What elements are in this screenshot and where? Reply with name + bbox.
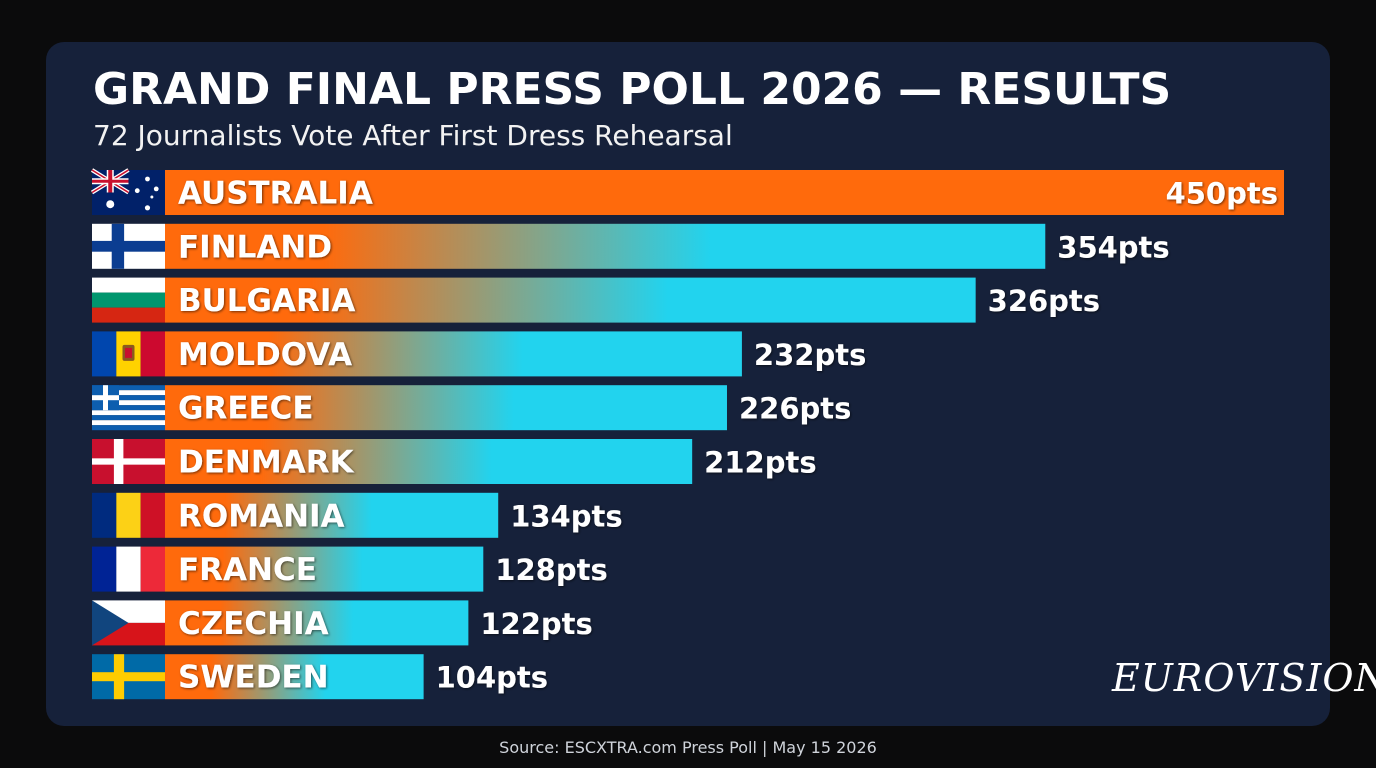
bar-czechia (165, 600, 469, 646)
category-label: CZECHIA (178, 606, 329, 642)
category-label: FINLAND (178, 229, 332, 265)
bar-moldova (165, 331, 742, 377)
category-label: FRANCE (178, 552, 317, 588)
bulgaria-flag (92, 277, 165, 323)
category-label: SWEDEN (178, 660, 329, 696)
value-label: 354pts (1057, 230, 1169, 264)
denmark-flag (92, 439, 165, 484)
bar-sweden (165, 654, 424, 700)
category-label: MOLDOVA (178, 337, 352, 373)
bar-bulgaria (165, 277, 976, 323)
sweden-flag (92, 654, 165, 700)
greece-flag (92, 385, 165, 431)
value-label: 128pts (495, 553, 607, 587)
romania-flag (92, 492, 165, 538)
australia-flag (90, 168, 165, 215)
finland-flag (92, 223, 165, 269)
value-label: 326pts (988, 284, 1100, 318)
czechia-flag (92, 600, 165, 646)
value-label: 134pts (510, 499, 622, 533)
value-label: 232pts (754, 338, 866, 372)
eurovision-logo: EUROVISION (1112, 656, 1376, 700)
bar-france (165, 546, 484, 592)
category-label: DENMARK (178, 445, 355, 481)
category-label: ROMANIA (178, 498, 345, 534)
value-label: 226pts (739, 392, 851, 426)
france-flag (92, 546, 165, 592)
value-label: 104pts (436, 661, 548, 695)
value-label: 450pts (1166, 177, 1278, 211)
bar-greece (165, 385, 727, 431)
bar-romania (165, 492, 499, 538)
chart-title: GRAND FINAL PRESS POLL 2026 — RESULTS (93, 64, 1172, 115)
category-label: AUSTRALIA (178, 176, 373, 212)
source-note: Source: ESCXTRA.com Press Poll | May 15 … (499, 738, 877, 757)
bar-finland (165, 223, 1046, 269)
chart-subtitle: 72 Journalists Vote After First Dress Re… (93, 119, 733, 152)
value-label: 122pts (480, 607, 592, 641)
category-label: GREECE (178, 391, 314, 427)
moldova-flag (92, 331, 165, 377)
category-label: BULGARIA (178, 283, 355, 319)
value-label: 212pts (704, 446, 816, 480)
bar-australia (165, 170, 1284, 215)
bar-denmark (165, 439, 693, 484)
